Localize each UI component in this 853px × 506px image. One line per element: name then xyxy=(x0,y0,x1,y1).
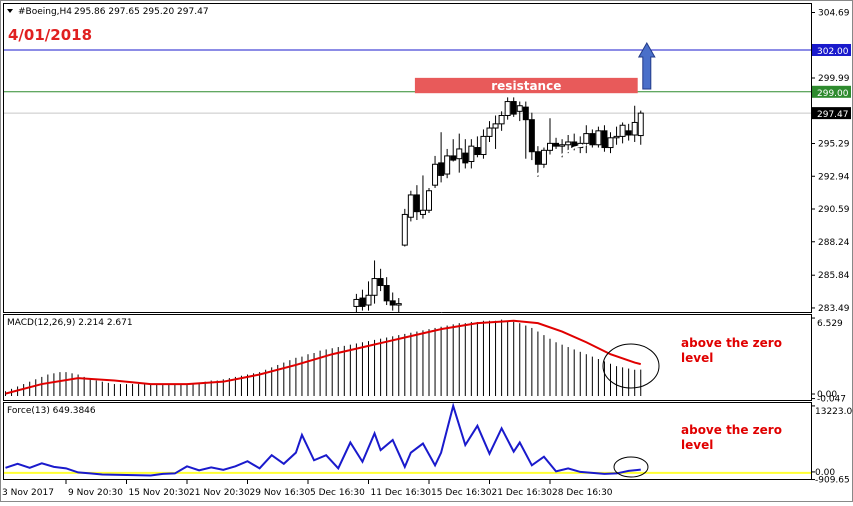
candle-body xyxy=(620,125,625,136)
price-tick-label: 299.99 xyxy=(818,74,850,84)
candle-body xyxy=(505,102,510,116)
candle-body xyxy=(584,134,589,144)
candle-body xyxy=(396,304,401,305)
candle-body xyxy=(433,164,438,185)
time-tick-label: 9 Nov 20:30 xyxy=(68,488,123,498)
candle-body xyxy=(626,131,631,135)
candle-body xyxy=(529,120,534,152)
candle-body xyxy=(554,143,559,146)
current-price-label: 297.47 xyxy=(817,110,849,120)
ohlc-values: 295.86 297.65 295.20 297.47 xyxy=(74,7,209,17)
candle-body xyxy=(414,195,419,212)
candle-body xyxy=(408,195,413,217)
candle-body xyxy=(487,128,492,136)
time-tick-label: 15 Nov 20:30 xyxy=(129,488,190,498)
time-tick-label: 29 Nov 16:30 xyxy=(250,488,311,498)
candle-body xyxy=(445,156,450,174)
symbol-label: #Boeing,H4 xyxy=(18,7,72,17)
macd-tick-label: 6.529 xyxy=(817,319,843,329)
candle-body xyxy=(638,113,643,135)
time-tick-label: 5 Dec 16:30 xyxy=(310,488,365,498)
candle-body xyxy=(590,134,595,145)
candle-body xyxy=(463,153,468,163)
candle-body xyxy=(614,136,619,137)
candle-body xyxy=(457,149,462,159)
macd-tick-label: -0.047 xyxy=(817,395,846,405)
price-tick-label: 290.59 xyxy=(818,205,850,215)
candle-body xyxy=(632,122,637,135)
candle-body xyxy=(366,295,371,305)
candle-body xyxy=(511,102,516,115)
candle-body xyxy=(360,298,365,306)
candle-body xyxy=(354,299,359,306)
price-tick-label: 288.24 xyxy=(818,238,850,248)
candle-body xyxy=(378,279,383,286)
macd-label: MACD(12,26,9) 2.214 2.671 xyxy=(7,318,133,328)
candle-body xyxy=(596,131,601,145)
force-tick-label: -909.65 xyxy=(815,476,850,486)
time-tick-label: 11 Dec 16:30 xyxy=(371,488,432,498)
candle-body xyxy=(390,301,395,305)
candle-body xyxy=(427,191,432,211)
candle-body xyxy=(493,124,498,128)
time-tick-label: 3 Nov 2017 xyxy=(2,488,54,498)
candle-body xyxy=(523,107,528,120)
candle-body xyxy=(420,210,425,214)
candle-body xyxy=(402,214,407,245)
force-label: Force(13) 649.3846 xyxy=(7,406,96,416)
force-annotation-line2: level xyxy=(681,438,713,452)
resistance-label: resistance xyxy=(491,79,561,93)
time-tick-label: 28 Dec 16:30 xyxy=(552,488,613,498)
green-level-label: 299.00 xyxy=(817,89,849,99)
time-tick-label: 21 Nov 20:30 xyxy=(189,488,250,498)
candle-body xyxy=(566,142,571,145)
candle-body xyxy=(517,106,522,112)
candle-body xyxy=(469,146,474,161)
price-tick-label: 304.69 xyxy=(818,9,850,19)
price-tick-label: 295.29 xyxy=(818,140,850,150)
macd-annotation-line2: level xyxy=(681,351,713,365)
force-tick-label: 13223.00 xyxy=(815,407,853,417)
candle-body xyxy=(560,145,565,146)
force-annotation-line1: above the zero xyxy=(681,423,782,437)
blue-level-label: 302.00 xyxy=(817,47,849,57)
candle-body xyxy=(439,163,444,176)
candle-body xyxy=(548,143,553,150)
candle-body xyxy=(541,150,546,164)
candle-body xyxy=(384,286,389,301)
date-annotation: 4/01/2018 xyxy=(8,26,92,44)
candle-body xyxy=(475,148,480,155)
candle-body xyxy=(499,115,504,123)
candle-body xyxy=(608,138,613,148)
price-tick-label: 292.94 xyxy=(818,172,850,182)
candle-body xyxy=(372,279,377,296)
resistance-zone: resistance xyxy=(415,78,638,93)
candle-body xyxy=(535,152,540,165)
candle-body xyxy=(481,136,486,154)
candle-body xyxy=(602,131,607,148)
time-tick-label: 21 Dec 16:30 xyxy=(492,488,553,498)
price-tick-label: 285.84 xyxy=(818,271,850,281)
price-tick-label: 283.49 xyxy=(818,304,850,314)
macd-annotation-line1: above the zero xyxy=(681,336,782,350)
candle-body xyxy=(451,156,456,160)
time-tick-label: 15 Dec 16:30 xyxy=(431,488,492,498)
